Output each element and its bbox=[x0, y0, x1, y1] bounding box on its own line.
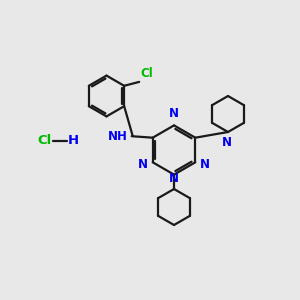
Text: NH: NH bbox=[108, 130, 128, 143]
Text: H: H bbox=[68, 134, 79, 148]
Text: Cl: Cl bbox=[141, 68, 153, 80]
Text: N: N bbox=[200, 158, 210, 172]
Text: N: N bbox=[138, 158, 148, 172]
Text: N: N bbox=[169, 107, 179, 120]
Text: N: N bbox=[221, 136, 232, 149]
Text: N: N bbox=[169, 172, 179, 185]
Text: Cl: Cl bbox=[38, 134, 52, 148]
